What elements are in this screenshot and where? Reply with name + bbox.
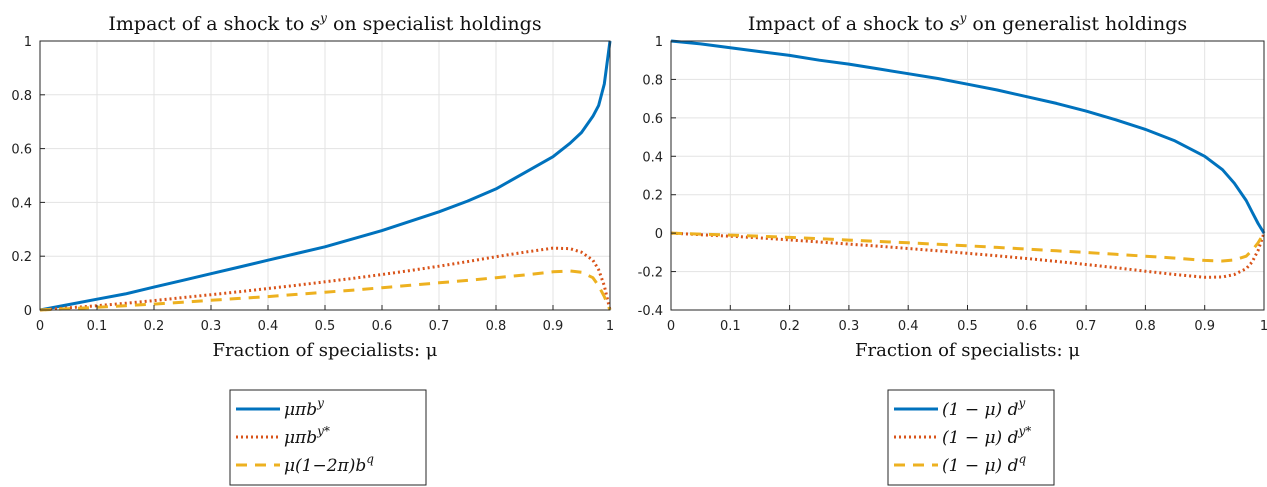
- title-after: on generalist holdings: [966, 13, 1187, 35]
- title-math-sup: y: [319, 11, 327, 25]
- legend-label-2: μ(1−2π)bq: [284, 452, 374, 476]
- legend-label-base: (1 − μ) d: [942, 456, 1019, 476]
- x-tick-label: 1: [606, 319, 614, 334]
- x-tick-label: 0.2: [779, 319, 800, 334]
- legend-label-0: (1 − μ) dy: [942, 396, 1025, 420]
- legend-label-sup: q: [366, 452, 374, 466]
- legend-label-sup: y*: [1017, 424, 1031, 438]
- x-tick-label: 0.9: [1194, 319, 1215, 334]
- left-chart-panel: 0 0.1 0.2 0.3 0.4 0.5 0.6 0.7 0.8 0.9 1 0 0.2 0.4 0.6 0…: [11, 11, 614, 486]
- x-tick-label: 0.1: [87, 319, 108, 334]
- x-tick-label: 0.8: [1135, 319, 1156, 334]
- legend-label-sup: y: [1017, 396, 1025, 410]
- x-axis-label: Fraction of specialists: μ: [855, 340, 1080, 361]
- x-tick-label: 0.8: [486, 319, 507, 334]
- x-tick-label: 0.4: [898, 319, 919, 334]
- x-tick-label: 1: [1260, 319, 1267, 334]
- x-tick-label: 0.6: [372, 319, 393, 334]
- x-tick-label: 0.1: [720, 319, 741, 334]
- x-tick-label: 0.5: [957, 319, 978, 334]
- legend-label-base: (1 − μ) d: [942, 400, 1019, 420]
- right-chart-panel: 0 0.1 0.2 0.3 0.4 0.5 0.6 0.7 0.8 0.9 1 -0.4 -0.2 0 0.…: [638, 11, 1267, 486]
- legend-label-base: μπb: [284, 400, 317, 420]
- x-tick-label: 0.4: [258, 319, 279, 334]
- y-tick-label: -0.2: [638, 266, 663, 281]
- legend-label-1: μπby*: [284, 424, 330, 448]
- y-tick-label: 0: [655, 227, 663, 242]
- title-math-base: s: [950, 13, 960, 35]
- series-line-0: [670, 39, 1266, 234]
- legend: (1 − μ) dy(1 − μ) dy*(1 − μ) dq: [887, 389, 1055, 486]
- legend-label-base: μπb: [284, 428, 317, 448]
- title-math-sup: y: [959, 11, 967, 25]
- legend-label-0: μπby: [284, 396, 324, 420]
- title-text: Impact of a shock to: [748, 13, 950, 35]
- x-tick-label: 0.6: [1016, 319, 1037, 334]
- x-tick-label: 0.5: [315, 319, 336, 334]
- series-line-2: [39, 269, 612, 312]
- legend-label-base: μ(1−2π)b: [284, 456, 366, 476]
- x-tick-label: 0: [667, 319, 675, 334]
- y-tick-label: 0.2: [11, 250, 32, 265]
- y-tick-label: 0.8: [11, 89, 32, 104]
- x-tick-label: 0.9: [543, 319, 564, 334]
- chart-title: Impact of a shock to sy on generalist ho…: [748, 11, 1187, 35]
- series-line-0: [39, 40, 612, 312]
- series-line-1: [39, 246, 612, 312]
- y-tick-label: 1: [24, 35, 32, 50]
- x-tick-label: 0.7: [1076, 319, 1097, 334]
- y-tick-label: 0.8: [642, 73, 663, 88]
- y-tick-label: 0.6: [642, 112, 663, 127]
- x-tick-label: 0.3: [839, 319, 860, 334]
- legend-label-sup: q: [1018, 452, 1026, 466]
- x-tick-label: 0.2: [144, 319, 165, 334]
- x-tick-label: 0.3: [201, 319, 222, 334]
- x-axis-label: Fraction of specialists: μ: [213, 340, 438, 361]
- title-text: Impact of a shock to: [108, 13, 310, 35]
- series-line-2: [670, 231, 1266, 263]
- legend-label-1: (1 − μ) dy*: [942, 424, 1031, 448]
- y-tick-label: 0.2: [642, 189, 663, 204]
- title-after: on specialist holdings: [327, 13, 542, 35]
- legend-label-sup: y*: [316, 424, 330, 438]
- y-tick-label: 1: [655, 35, 663, 50]
- chart-title: Impact of a shock to sy on specialist ho…: [108, 11, 541, 35]
- series-line-1: [670, 231, 1266, 279]
- y-tick-label: -0.4: [638, 304, 663, 319]
- y-tick-label: 0.4: [642, 150, 663, 165]
- y-tick-label: 0.4: [11, 196, 32, 211]
- x-tick-label: 0: [36, 319, 44, 334]
- legend-label-sup: y: [316, 396, 324, 410]
- legend-label-base: (1 − μ) d: [942, 428, 1019, 448]
- title-math-base: s: [310, 13, 320, 35]
- x-tick-label: 0.7: [429, 319, 450, 334]
- y-tick-label: 0.6: [11, 143, 32, 158]
- y-tick-label: 0: [24, 304, 32, 319]
- legend-label-2: (1 − μ) dq: [942, 452, 1026, 476]
